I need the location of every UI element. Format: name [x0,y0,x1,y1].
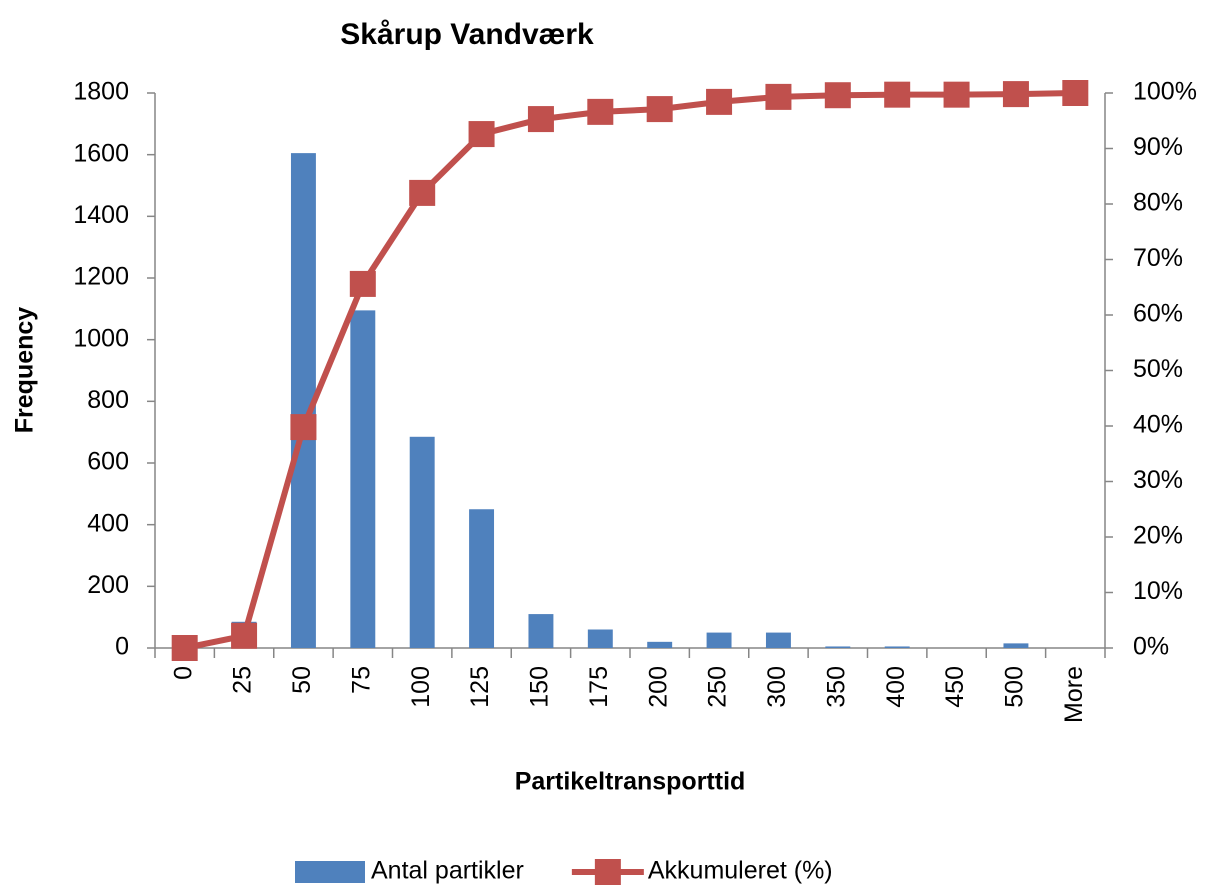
bar [825,646,851,648]
y-tick-label: 1800 [73,78,129,106]
y2-tick-label: 100% [1133,78,1197,106]
x-tick-label: 350 [822,666,850,708]
x-tick-label: 250 [704,666,732,708]
x-tick-label: 300 [763,666,791,708]
y2-tick-label: 80% [1133,189,1183,217]
line-marker [171,635,198,661]
legend-label: Akkumuleret (%) [648,857,833,885]
y2-tick-label: 10% [1133,577,1183,605]
line-marker [468,121,495,148]
bar [469,509,495,648]
x-tick-label: 50 [288,666,316,694]
line [184,90,1076,651]
y-tick-label: 600 [87,448,129,476]
y2-tick-label: 40% [1133,411,1183,439]
x-tick-label: 500 [1001,666,1029,708]
y2-tick-label: 90% [1133,133,1183,161]
y-axis-title: Frequency [11,307,39,434]
legend-swatch [594,859,621,885]
x-tick-label: 25 [229,666,257,694]
y-tick-label: 1200 [73,263,129,291]
bar [1003,643,1029,648]
y2-tick-label: 60% [1133,300,1183,328]
y-tick-label: 0 [115,633,129,661]
line-marker [824,82,851,109]
x-tick-label: 150 [526,666,554,708]
line-marker [527,106,554,133]
x-tick-label: 75 [347,666,375,694]
bar [587,629,613,648]
y-tick-label: 800 [87,386,129,414]
line-marker [290,414,317,441]
line-marker [1062,80,1089,106]
y-tick-label: 1000 [73,324,129,352]
line-marker [884,81,911,108]
bar [765,632,791,648]
line-marker [349,270,376,297]
x-tick-label: 175 [585,666,613,708]
x-axis-title: Partikeltransporttid [515,768,746,796]
line-marker [231,622,258,649]
y2-tick-label: 20% [1133,522,1183,550]
bar [706,632,732,648]
x-tick-label: 100 [407,666,435,708]
x-tick-label: More [1060,666,1088,723]
bar [409,436,435,648]
line-marker [646,96,673,123]
y2-tick-label: 0% [1133,633,1169,661]
y2-tick-label: 30% [1133,466,1183,494]
bar [528,614,554,648]
line-marker [409,179,436,206]
y-tick-label: 1400 [73,201,129,229]
legend-label: Antal partikler [371,857,524,885]
line-marker [587,98,614,125]
bar [647,641,673,648]
line-marker [1002,81,1029,108]
y2-tick-label: 70% [1133,244,1183,272]
y-tick-label: 200 [87,571,129,599]
chart-title: Skårup Vandværk [340,18,594,51]
y2-tick-label: 50% [1133,355,1183,383]
bar [350,310,376,648]
line-marker [765,83,792,110]
x-tick-label: 200 [644,666,672,708]
x-tick-label: 125 [466,666,494,708]
line-marker [943,81,970,108]
y-tick-label: 1600 [73,139,129,167]
x-tick-label: 450 [941,666,969,708]
bar [884,646,910,648]
x-tick-label: 0 [169,666,197,680]
line-marker [706,88,733,115]
legend-swatch [295,861,365,883]
x-tick-label: 400 [882,666,910,708]
y-tick-label: 400 [87,509,129,537]
